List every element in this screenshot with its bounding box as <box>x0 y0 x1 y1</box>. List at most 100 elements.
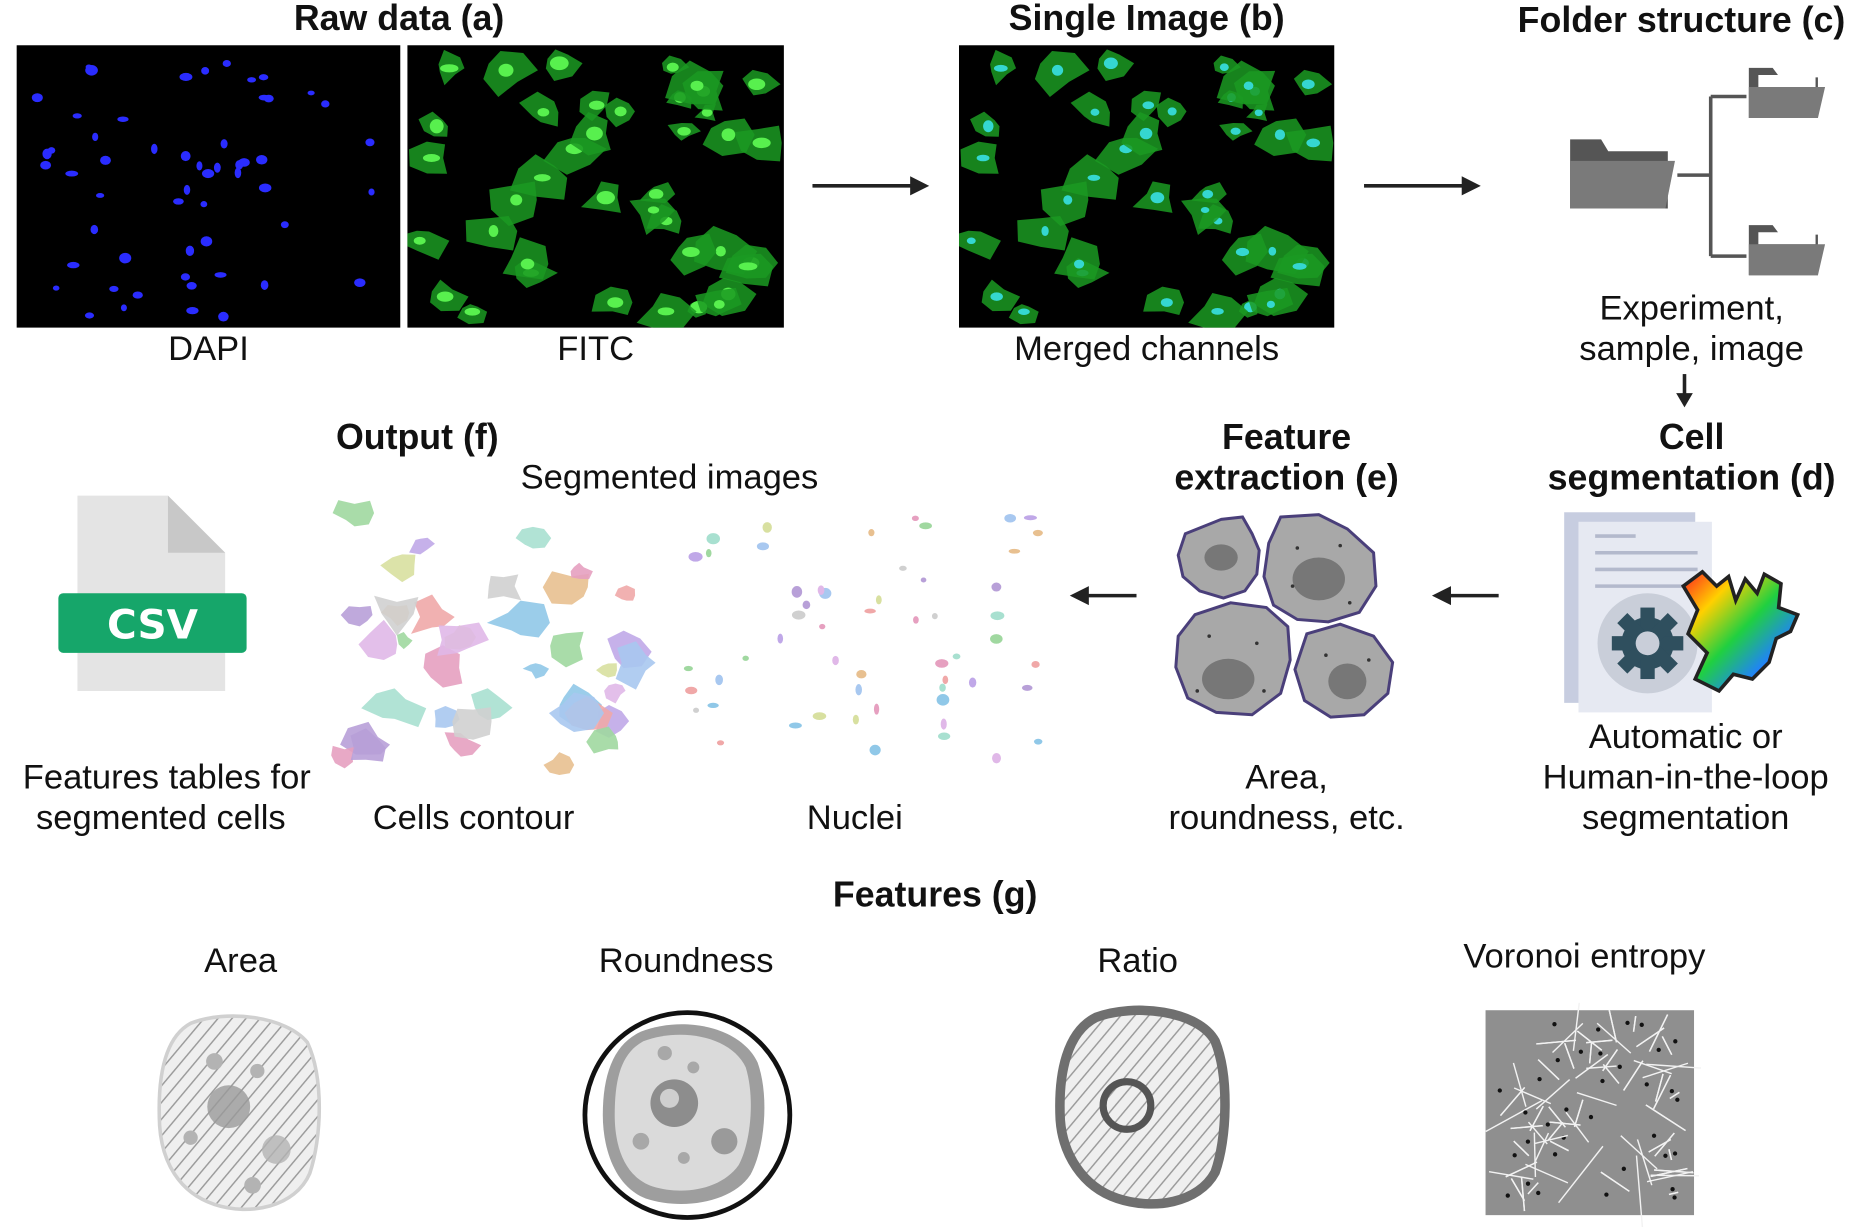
nucleus-dot <box>52 285 60 291</box>
cell-nucleus <box>1074 259 1085 269</box>
segmented-nucleus <box>931 613 938 620</box>
segmented-cell <box>542 571 589 605</box>
voronoi-edge <box>1596 1022 1632 1054</box>
voronoi-seed <box>1670 1187 1675 1192</box>
voronoi-edge <box>1586 1065 1617 1070</box>
segmented-nucleus <box>952 653 961 660</box>
segmented-nucleus <box>1032 529 1043 537</box>
merged-image <box>958 45 1335 328</box>
nucleus-dot <box>214 272 227 278</box>
voronoi-edge <box>1565 1111 1590 1143</box>
sub-folder-icon <box>1748 67 1826 118</box>
nucleus-dot <box>222 60 231 67</box>
nucleus-dot <box>67 261 80 269</box>
voronoi-edge <box>1646 1063 1702 1069</box>
voronoi-edge <box>1505 1161 1538 1178</box>
cell-core <box>738 262 758 271</box>
segmented-nucleus <box>992 752 1001 764</box>
segmented-cell <box>380 554 416 583</box>
segmented-cell <box>614 585 636 601</box>
segmented-nucleus <box>913 616 919 624</box>
cell-body <box>1070 91 1110 127</box>
nucleus-dot <box>180 273 191 281</box>
cell-nucleus <box>1063 195 1073 205</box>
cell-core <box>690 80 704 91</box>
nucleus-dot <box>218 311 229 322</box>
folder-label-line2: sample, image <box>1579 329 1804 369</box>
nucleus-dot <box>220 139 228 149</box>
voronoi-edge <box>1600 1171 1630 1192</box>
cell-body <box>1034 50 1090 97</box>
dapi-image <box>16 45 401 328</box>
segmented-nucleus <box>693 707 700 713</box>
cell-core <box>648 188 664 200</box>
segmented-cell <box>452 707 492 740</box>
segmented-nucleus <box>802 600 811 610</box>
voronoi-seed <box>1617 1064 1622 1069</box>
segmented-cell <box>604 683 626 704</box>
voronoi-seed <box>1505 1193 1510 1198</box>
arrow-left-icon <box>1431 586 1499 606</box>
nucleus-dot <box>234 167 242 179</box>
voronoi-edge <box>1534 1134 1569 1145</box>
nucleus-dot <box>280 221 289 229</box>
segmented-nucleus <box>990 611 1005 621</box>
cell-core <box>721 128 736 142</box>
voronoi-seed <box>1555 1057 1560 1063</box>
segmented-cell <box>358 619 398 660</box>
voronoi-seed <box>1672 1195 1677 1200</box>
segmented-nucleus <box>791 610 806 620</box>
voronoi-seed <box>1669 1088 1675 1094</box>
voronoi-seed <box>1552 1152 1558 1157</box>
segmented-nucleus <box>791 586 803 598</box>
dapi-nuclei <box>31 60 375 322</box>
cell-core <box>422 154 441 162</box>
cell-core <box>715 245 726 257</box>
voronoi-edge <box>1564 1042 1575 1069</box>
raw-data-title: Raw data (a) <box>293 0 505 39</box>
area-cell-icon <box>157 1014 322 1212</box>
cell-nucleus <box>1230 127 1241 135</box>
voronoi-edge <box>1536 1039 1576 1045</box>
nucleus-dot <box>200 201 208 208</box>
voronoi-edge <box>1572 1002 1580 1051</box>
voronoi-seed <box>1621 1166 1626 1171</box>
cell-core <box>429 119 444 134</box>
voronoi-edge <box>1513 1140 1530 1157</box>
voronoi-seed <box>1639 1022 1644 1027</box>
voronoi-seed <box>1673 1039 1678 1044</box>
voronoi-seed <box>1578 1049 1584 1054</box>
segmented-nucleus <box>899 565 907 571</box>
segmented-cell <box>340 606 373 627</box>
voronoi-edge <box>1654 1169 1694 1174</box>
nuclei-label: Nuclei <box>806 799 903 838</box>
cell-core <box>464 307 481 316</box>
segmented-nucleus <box>864 608 876 614</box>
voronoi-edge <box>1623 1060 1644 1091</box>
voronoi-edge <box>1654 1132 1675 1157</box>
voronoi-seed <box>1596 1027 1601 1032</box>
arrow-left-icon <box>1069 586 1137 606</box>
voronoi-edge <box>1533 1132 1550 1164</box>
segmented-nucleus <box>1031 661 1040 668</box>
voronoi-edge <box>1535 1079 1571 1110</box>
cell-nucleus <box>1202 189 1214 199</box>
nucleus-dot <box>213 162 221 173</box>
voronoi-edge <box>1648 1014 1669 1052</box>
cell-nucleus <box>1301 79 1315 90</box>
cell-core <box>752 137 771 149</box>
voronoi-edge <box>1527 1121 1548 1145</box>
segmented-cell <box>374 595 419 636</box>
cell-body <box>407 230 450 260</box>
cell-core <box>488 224 499 238</box>
segmented-nucleus <box>911 515 919 522</box>
voronoi-edge <box>1510 1178 1526 1202</box>
segmented-nucleus <box>873 703 880 715</box>
cell-body <box>1054 237 1100 280</box>
sub-folder-icon <box>1748 225 1826 276</box>
cell-nucleus <box>1103 57 1118 70</box>
segmented-cell <box>596 663 617 678</box>
cell-core <box>436 291 454 302</box>
nucleus-dot <box>173 198 184 205</box>
voronoi-edge <box>1488 1170 1534 1180</box>
